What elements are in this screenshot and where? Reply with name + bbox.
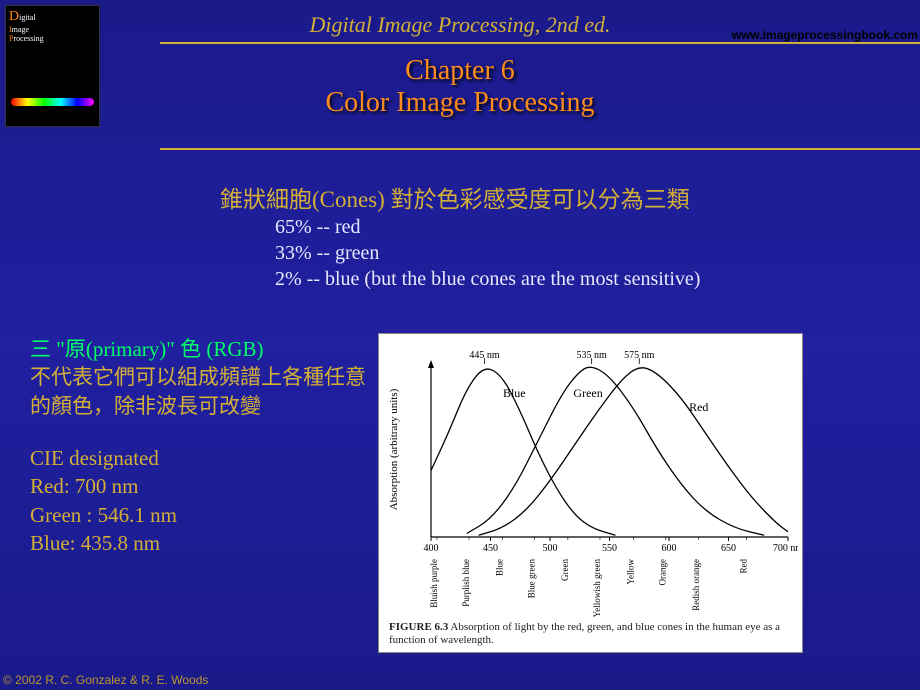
- svg-text:700 nm: 700 nm: [773, 543, 798, 554]
- figure-caption: FIGURE 6.3 Absorption of light by the re…: [383, 617, 798, 647]
- svg-text:Green: Green: [560, 559, 570, 581]
- svg-text:Bluish purple: Bluish purple: [429, 559, 439, 608]
- svg-text:445 nm: 445 nm: [469, 350, 500, 361]
- cie-red: Red: 700 nm: [30, 472, 370, 500]
- svg-text:Yellow: Yellow: [625, 558, 635, 584]
- chapter-line2: Color Image Processing: [0, 87, 920, 119]
- svg-text:Yellowish green: Yellowish green: [592, 559, 602, 617]
- cie-green: Green : 546.1 nm: [30, 501, 370, 529]
- primary-color-block: 三 "原(primary)" 色 (RGB) 不代表它們可以組成頻譜上各種任意的…: [30, 335, 370, 557]
- svg-text:Blue: Blue: [494, 559, 504, 576]
- svg-text:450: 450: [483, 543, 498, 554]
- chapter-heading: Chapter 6 Color Image Processing: [0, 55, 920, 119]
- svg-text:Purplish blue: Purplish blue: [461, 559, 471, 607]
- svg-text:Blue green: Blue green: [527, 559, 537, 599]
- figure-caption-bold: FIGURE 6.3: [389, 621, 448, 633]
- cie-blue: Blue: 435.8 nm: [30, 529, 370, 557]
- cones-line-blue: 2% -- blue (but the blue cones are the m…: [275, 266, 700, 292]
- cie-title: CIE designated: [30, 444, 370, 472]
- svg-text:Absorption (arbitrary units): Absorption (arbitrary units): [388, 388, 400, 510]
- copyright: © 2002 R. C. Gonzalez & R. E. Woods: [3, 673, 208, 687]
- svg-text:500: 500: [543, 543, 558, 554]
- divider-bottom: [160, 148, 920, 150]
- cones-line-green: 33% -- green: [275, 240, 700, 266]
- svg-text:Orange: Orange: [657, 559, 667, 586]
- url-text: www.imageprocessingbook.com: [732, 28, 918, 42]
- figure-caption-rest: Absorption of light by the red, green, a…: [389, 621, 780, 646]
- figure-6-3: 400 450 500 550 600 650 700 nm Bluish purple Pur…: [378, 333, 803, 653]
- svg-text:Green: Green: [573, 386, 602, 400]
- absorption-chart: 400 450 500 550 600 650 700 nm Bluish purple Pur…: [383, 342, 798, 617]
- svg-text:550: 550: [602, 543, 617, 554]
- svg-text:Blue: Blue: [503, 386, 526, 400]
- svg-text:650: 650: [721, 543, 736, 554]
- svg-text:400: 400: [424, 543, 439, 554]
- chapter-line1: Chapter 6: [0, 55, 920, 87]
- svg-text:Red: Red: [689, 400, 708, 414]
- divider-top: [160, 42, 920, 44]
- svg-text:575 nm: 575 nm: [624, 350, 655, 361]
- svg-text:Redish orange: Redish orange: [691, 559, 701, 611]
- svg-text:535 nm: 535 nm: [577, 350, 608, 361]
- primary-line2: 不代表它們可以組成頻譜上各種任意的顏色，除非波長可改變: [30, 365, 366, 417]
- svg-text:Red: Red: [738, 559, 748, 574]
- svg-text:600: 600: [662, 543, 677, 554]
- cones-block: 錐狀細胞(Cones) 對於色彩感受度可以分為三類 65% -- red 33%…: [220, 180, 700, 292]
- primary-line1: 三 "原(primary)" 色 (RGB): [30, 337, 264, 361]
- cones-heading: 錐狀細胞(Cones) 對於色彩感受度可以分為三類: [220, 180, 700, 214]
- cones-line-red: 65% -- red: [275, 214, 700, 240]
